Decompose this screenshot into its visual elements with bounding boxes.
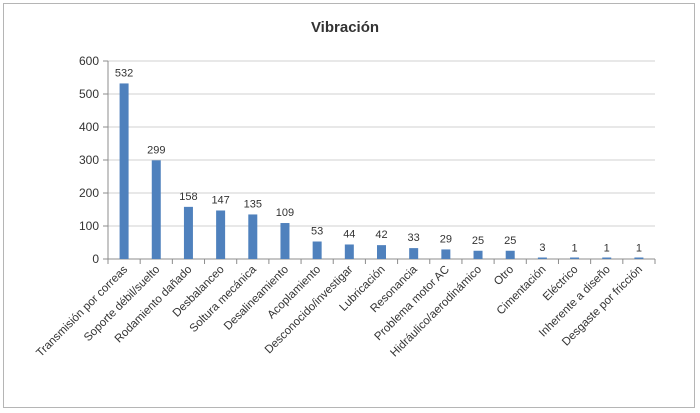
bars — [119, 83, 644, 259]
bar — [505, 250, 515, 259]
data-label: 532 — [115, 67, 133, 79]
bar — [183, 206, 193, 259]
bar — [377, 245, 386, 259]
data-label: 53 — [311, 226, 323, 238]
data-label: 135 — [244, 198, 262, 210]
data-label: 42 — [375, 229, 387, 241]
data-label: 29 — [440, 233, 452, 245]
data-label: 147 — [211, 194, 229, 206]
y-tick-label: 500 — [79, 87, 99, 101]
data-label: 1 — [604, 243, 610, 255]
y-tick-label: 100 — [79, 219, 99, 233]
data-label: 44 — [343, 228, 355, 240]
bar — [409, 248, 419, 259]
bar — [344, 244, 354, 259]
data-label: 158 — [179, 191, 197, 203]
data-label: 109 — [276, 207, 294, 219]
y-tick-label: 200 — [79, 186, 99, 200]
y-tick-label: 0 — [92, 252, 99, 266]
bar — [248, 214, 258, 259]
bar — [537, 257, 547, 259]
data-label: 1 — [636, 243, 642, 255]
bar — [216, 210, 226, 259]
bar — [119, 83, 129, 259]
category-label: Otro — [492, 264, 516, 288]
data-label: 33 — [408, 232, 420, 244]
bar — [570, 257, 580, 259]
data-label: 1 — [571, 243, 577, 255]
bar — [280, 223, 290, 259]
bar — [634, 257, 644, 259]
data-label: 299 — [147, 144, 165, 156]
y-tick-label: 400 — [79, 120, 99, 134]
bar — [151, 160, 161, 259]
data-labels: 532 299 158 147 135 109 53 44 42 33 29 25 25 3 1 1 1 — [115, 67, 642, 254]
bar — [312, 241, 322, 259]
bar — [441, 249, 451, 259]
y-tick-label: 600 — [79, 54, 99, 68]
chart-title: Vibración — [311, 19, 379, 36]
bar — [602, 257, 612, 259]
gridlines — [108, 60, 655, 260]
y-axis: 0 100 200 300 400 500 600 — [79, 54, 109, 266]
data-label: 25 — [472, 235, 484, 247]
bar — [473, 250, 483, 259]
data-label: 3 — [539, 242, 545, 254]
data-label: 25 — [504, 235, 516, 247]
chart-frame — [3, 3, 695, 408]
y-tick-label: 300 — [79, 153, 99, 167]
